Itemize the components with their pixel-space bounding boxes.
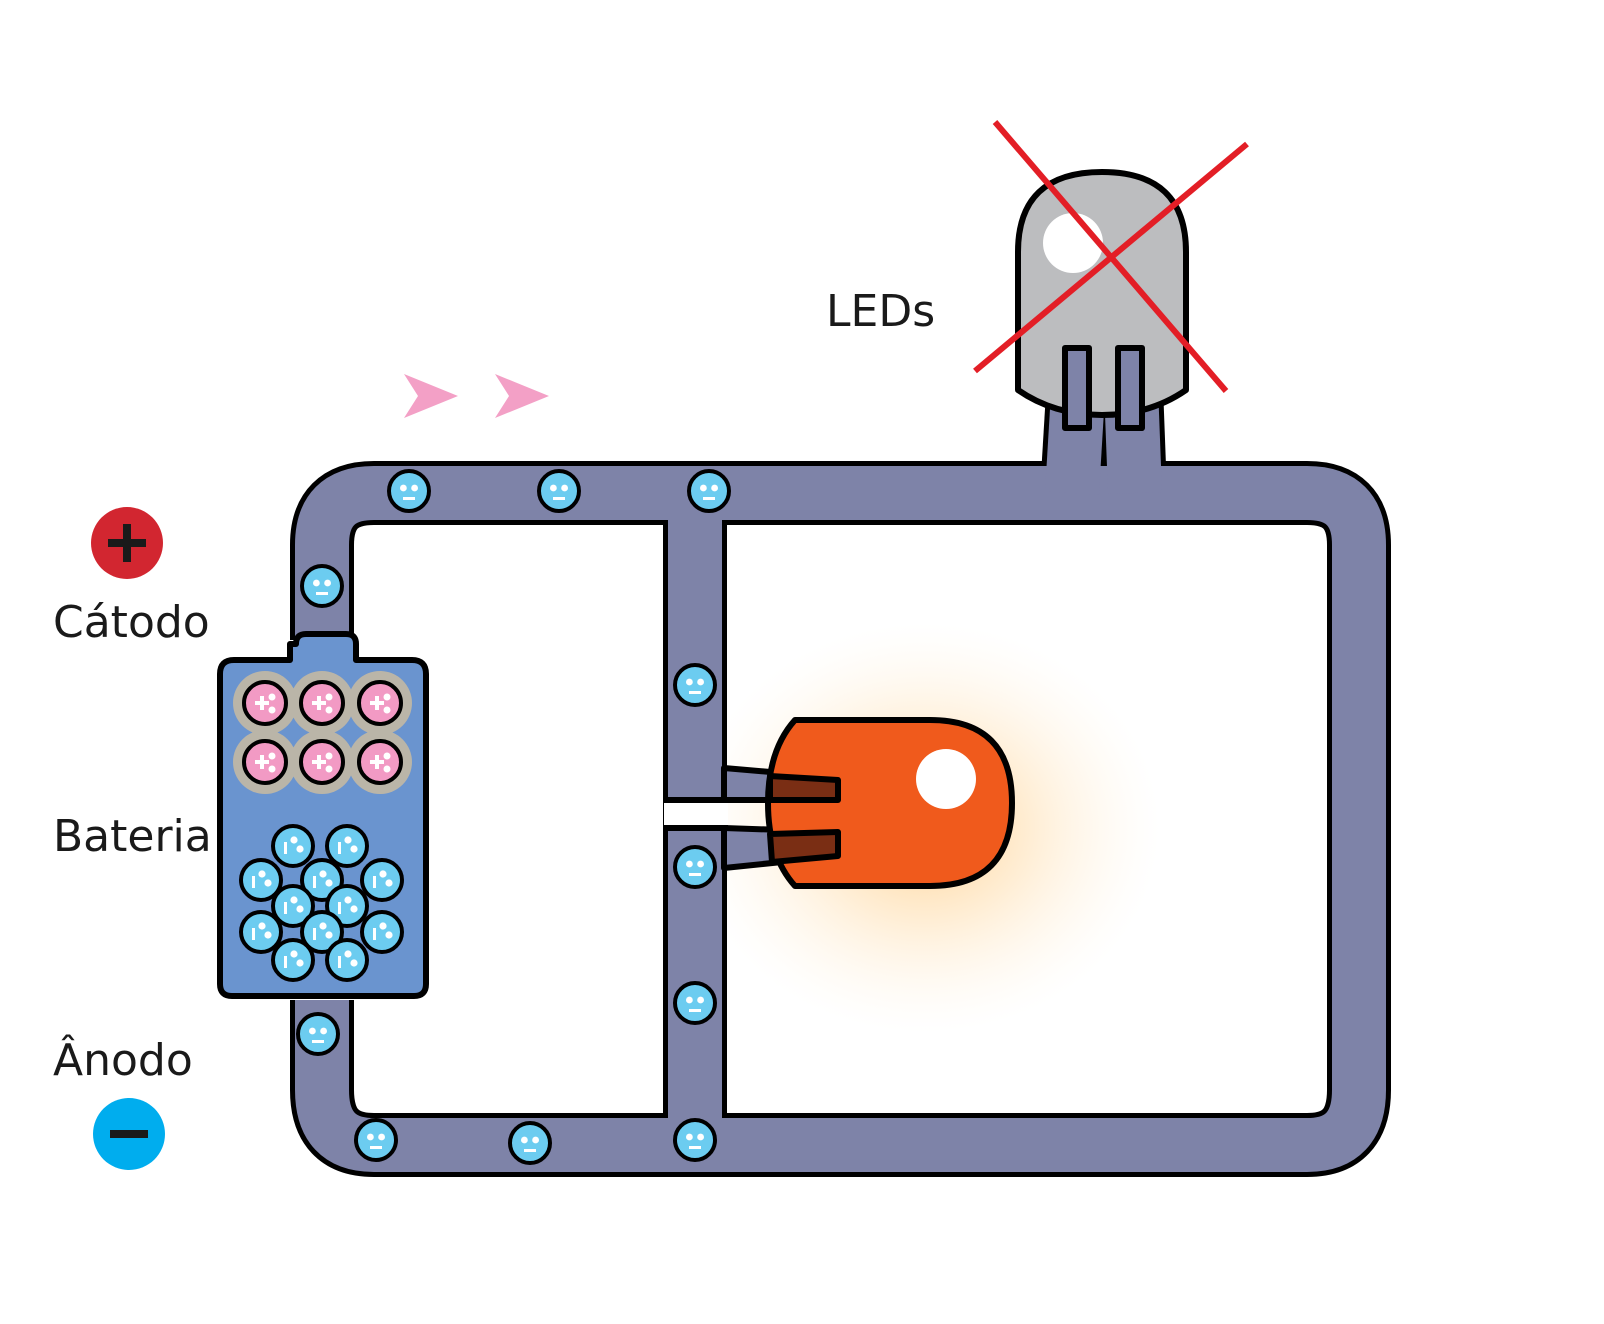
- flow-arrows: [404, 374, 549, 418]
- electron-icon: [673, 845, 717, 889]
- positive-charge-icon: [242, 739, 288, 785]
- minus-icon: [110, 1130, 148, 1138]
- unlit-led-lead-right: [1115, 345, 1145, 431]
- unlit-led-highlight: [1043, 213, 1103, 273]
- electron-icon: [508, 1121, 552, 1165]
- electron-icon: [387, 469, 431, 513]
- electron-icon: [300, 910, 344, 954]
- positive-charges: [233, 671, 412, 794]
- unlit-led: [973, 120, 1249, 431]
- cathode-label: Cátodo: [53, 597, 210, 648]
- electron-icon: [239, 910, 283, 954]
- anode-badge: [93, 1098, 165, 1170]
- electron-icon: [325, 938, 369, 982]
- lit-led: [765, 717, 1015, 889]
- wire-electrons: [296, 469, 731, 1165]
- electron-icon: [271, 884, 315, 928]
- electron-icon: [673, 663, 717, 707]
- electron-icon: [300, 564, 344, 608]
- positive-charge-icon: [242, 680, 288, 726]
- leds-label: LEDs: [826, 286, 935, 337]
- led-highlight: [916, 749, 976, 809]
- flow-arrow-icon: [495, 374, 549, 418]
- electron-icon: [687, 469, 731, 513]
- battery-electrons: [239, 824, 404, 982]
- electron-icon: [673, 981, 717, 1025]
- led-lead-top: [767, 773, 841, 803]
- battery-with-charges: [217, 631, 429, 999]
- cathode-badge: [91, 507, 163, 579]
- plus-icon-vertical: [123, 524, 131, 562]
- flow-arrow-icon: [404, 374, 458, 418]
- positive-charge-icon: [357, 739, 403, 785]
- electron-icon: [296, 1012, 340, 1056]
- electron-icon: [537, 469, 581, 513]
- electron-icon: [239, 858, 283, 902]
- unlit-led-lead-left: [1062, 345, 1092, 431]
- led-lead-bottom: [767, 829, 841, 865]
- wire-gap: [664, 800, 728, 828]
- anode-label: Ânodo: [53, 1033, 193, 1086]
- electron-icon: [354, 1118, 398, 1162]
- wire-gap-edges: [664, 797, 728, 831]
- positive-charge-icon: [357, 680, 403, 726]
- electron-icon: [360, 910, 404, 954]
- electron-icon: [673, 1118, 717, 1162]
- electron-icon: [360, 858, 404, 902]
- positive-charge-icon: [299, 680, 345, 726]
- electron-icon: [271, 824, 315, 868]
- cross-icon-stroke2: [973, 141, 1249, 374]
- electron-icon: [325, 824, 369, 868]
- electron-icon: [271, 938, 315, 982]
- positive-charge-icon: [299, 739, 345, 785]
- battery-label: Bateria: [53, 811, 212, 862]
